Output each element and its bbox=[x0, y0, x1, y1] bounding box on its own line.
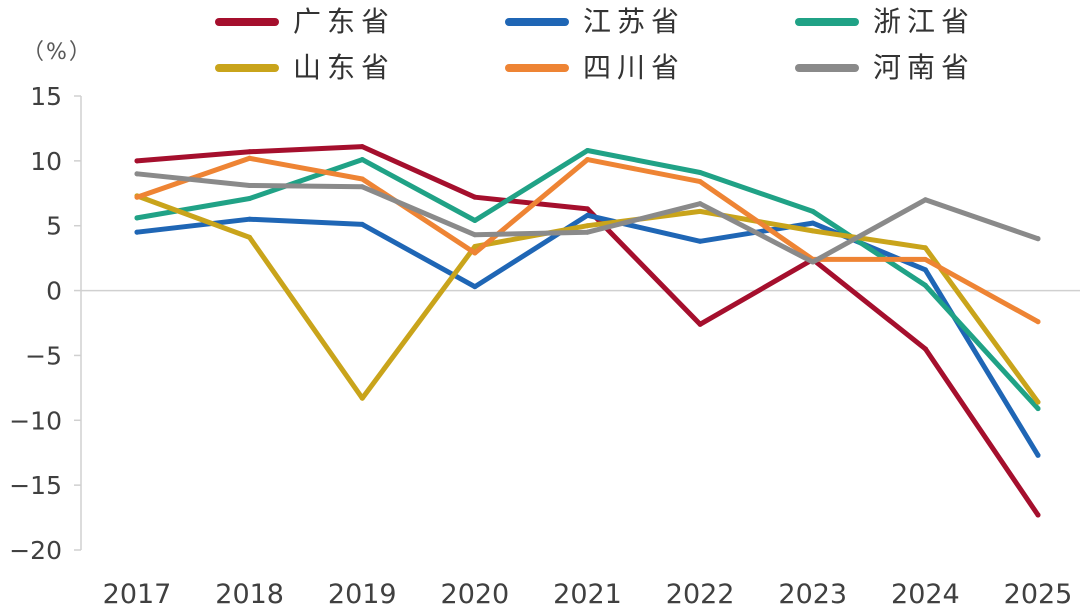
data-point bbox=[585, 212, 590, 218]
data-point bbox=[134, 171, 140, 177]
data-point bbox=[585, 206, 590, 212]
series-line-4 bbox=[134, 155, 1041, 325]
data-point bbox=[472, 218, 478, 224]
data-point bbox=[247, 195, 253, 201]
legend-label: 广东省 bbox=[293, 5, 396, 38]
y-tick-label: 15 bbox=[30, 82, 62, 111]
data-point bbox=[585, 157, 590, 163]
x-tick-label: 2018 bbox=[215, 579, 284, 610]
series-line-2 bbox=[134, 148, 1041, 412]
legend-label: 河南省 bbox=[873, 51, 976, 84]
legend-item-zhejiang[interactable]: 浙江省 bbox=[795, 2, 975, 42]
x-tick-label: 2024 bbox=[891, 579, 960, 610]
x-tick-label: 2021 bbox=[553, 579, 622, 610]
y-tick-label: −20 bbox=[9, 536, 62, 565]
data-point bbox=[472, 284, 478, 290]
y-tick-label: 0 bbox=[46, 277, 62, 306]
data-point bbox=[810, 220, 816, 226]
data-point bbox=[134, 194, 140, 200]
data-point bbox=[134, 215, 140, 221]
legend-item-shandong[interactable]: 山东省 bbox=[215, 48, 395, 88]
series-layer bbox=[134, 144, 1041, 518]
data-point bbox=[247, 234, 253, 240]
data-point bbox=[247, 183, 253, 189]
data-point bbox=[247, 216, 253, 222]
legend-label: 山东省 bbox=[293, 51, 396, 84]
legend-item-guangdong[interactable]: 广东省 bbox=[215, 2, 395, 42]
data-point bbox=[697, 170, 703, 176]
data-point bbox=[697, 321, 703, 327]
legend-swatch-zhejiang bbox=[795, 18, 859, 26]
legend-item-jiangsu[interactable]: 江苏省 bbox=[505, 2, 685, 42]
x-tick-label: 2017 bbox=[103, 579, 172, 610]
legend-item-sichuan[interactable]: 四川省 bbox=[505, 48, 685, 88]
data-point bbox=[697, 238, 703, 244]
legend-label: 四川省 bbox=[583, 51, 686, 84]
data-point bbox=[359, 395, 365, 401]
data-point bbox=[922, 282, 928, 288]
legend-swatch-guangdong bbox=[215, 18, 279, 26]
data-point bbox=[697, 179, 703, 185]
data-point bbox=[247, 155, 253, 161]
legend-label: 江苏省 bbox=[583, 5, 686, 38]
legend-swatch-sichuan bbox=[505, 64, 569, 72]
data-point bbox=[472, 250, 478, 256]
legend-item-henan[interactable]: 河南省 bbox=[795, 48, 975, 88]
data-point bbox=[134, 158, 140, 164]
legend-swatch-jiangsu bbox=[505, 18, 569, 26]
data-point bbox=[810, 259, 816, 265]
data-point bbox=[1035, 406, 1041, 412]
y-tick-label: −10 bbox=[9, 406, 62, 435]
data-point bbox=[810, 228, 816, 234]
data-point bbox=[359, 157, 365, 163]
y-tick-label: 5 bbox=[46, 212, 62, 241]
data-point bbox=[1035, 236, 1041, 242]
data-point bbox=[359, 184, 365, 190]
data-point bbox=[697, 208, 703, 214]
data-point bbox=[359, 176, 365, 182]
data-point bbox=[1035, 512, 1041, 518]
legend-swatch-shandong bbox=[215, 64, 279, 72]
x-tick-label: 2025 bbox=[1004, 579, 1073, 610]
data-point bbox=[472, 194, 478, 200]
data-point bbox=[134, 229, 140, 235]
data-point bbox=[922, 197, 928, 203]
data-point bbox=[1035, 452, 1041, 458]
x-tick-label: 2022 bbox=[666, 579, 735, 610]
axis-layer: 15 10 5 0 −5 −10 −15 −20 2017 2018 2019 2020 2021 202… bbox=[9, 82, 1072, 610]
data-point bbox=[810, 208, 816, 214]
y-tick-label: −15 bbox=[9, 471, 62, 500]
x-tick-label: 2023 bbox=[778, 579, 847, 610]
data-point bbox=[922, 346, 928, 352]
data-point bbox=[247, 149, 253, 155]
data-point bbox=[359, 221, 365, 227]
data-point bbox=[1035, 319, 1041, 325]
legend-swatch-henan bbox=[795, 64, 859, 72]
series-line-0 bbox=[134, 144, 1041, 518]
data-point bbox=[697, 201, 703, 207]
data-point bbox=[359, 144, 365, 150]
data-point bbox=[472, 232, 478, 238]
legend: 广东省 江苏省 浙江省 山东省 四川省 河南省 bbox=[0, 0, 1080, 95]
data-point bbox=[585, 229, 590, 235]
series-line-1 bbox=[134, 212, 1041, 458]
x-tick-label: 2019 bbox=[328, 579, 397, 610]
data-point bbox=[1035, 399, 1041, 405]
data-point bbox=[922, 267, 928, 273]
legend-label: 浙江省 bbox=[873, 5, 976, 38]
y-unit-label: （%） bbox=[22, 40, 93, 65]
data-point bbox=[585, 147, 590, 153]
y-tick-label: −5 bbox=[25, 341, 62, 370]
data-point bbox=[922, 256, 928, 262]
data-point bbox=[472, 243, 478, 249]
y-tick-label: 10 bbox=[30, 147, 62, 176]
data-point bbox=[922, 245, 928, 251]
x-tick-label: 2020 bbox=[441, 579, 510, 610]
data-point bbox=[585, 223, 590, 229]
